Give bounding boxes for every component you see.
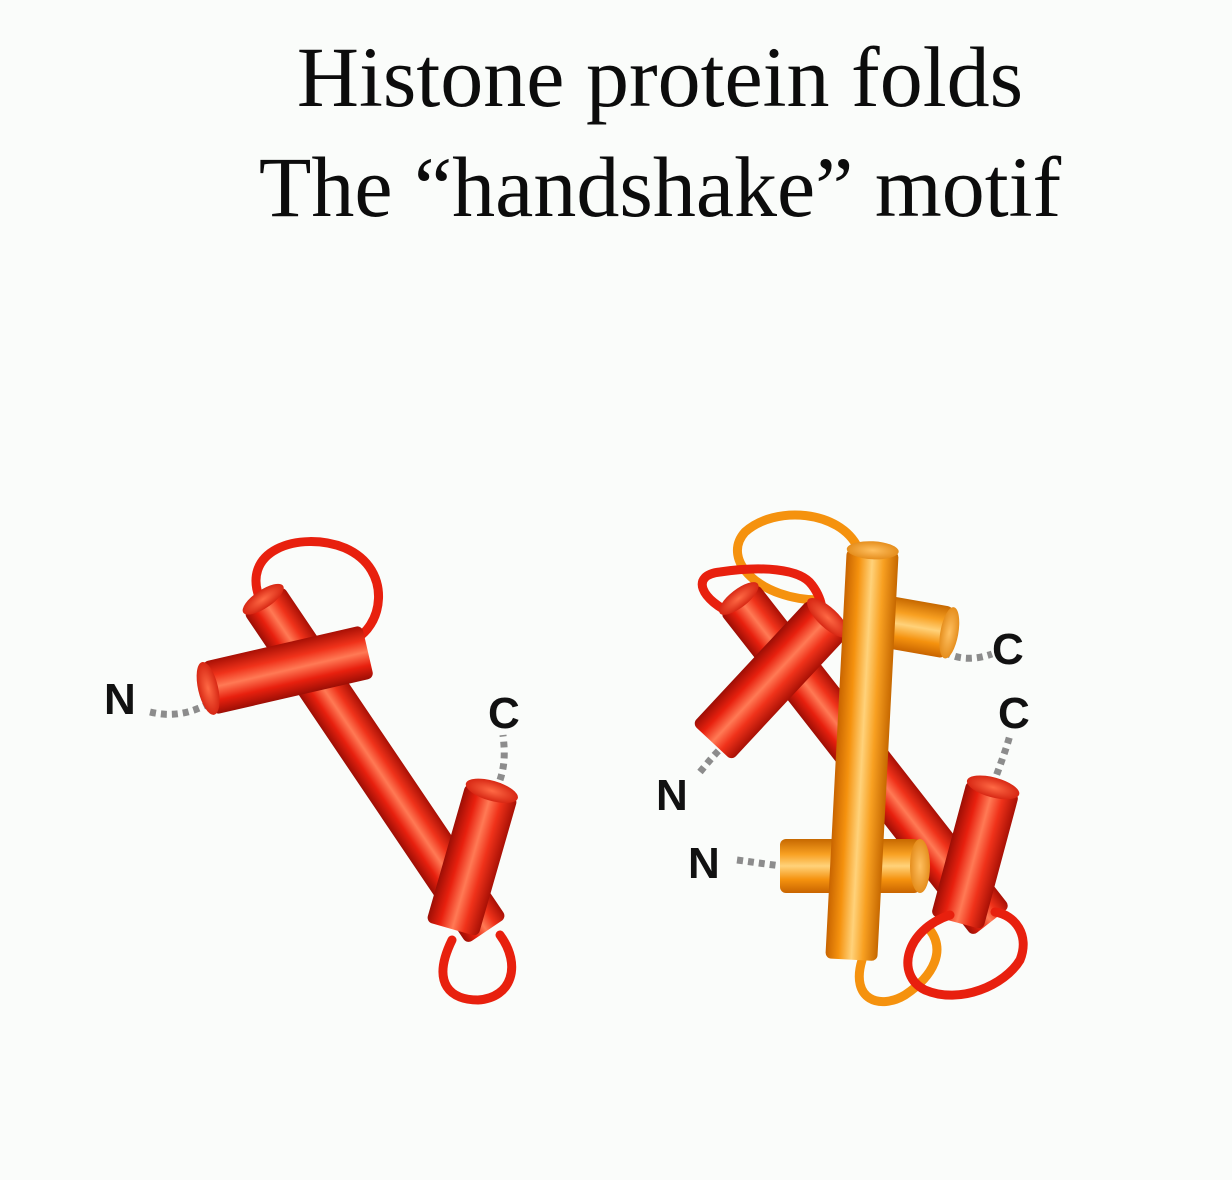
dimer-n-label-orange: N	[688, 839, 720, 888]
dimer-c-label-red: C	[998, 689, 1030, 738]
dimer-n-label-red: N	[656, 771, 688, 820]
monomer-c-label: C	[488, 689, 520, 738]
dimer-orange-bottom-loop	[854, 925, 942, 1007]
title-line-1: Histone protein folds	[296, 29, 1024, 125]
monomer-helix-alpha3	[427, 778, 518, 936]
dimer-c-tail-orange	[943, 648, 994, 662]
dimer-red-bottom-loop	[903, 907, 1028, 1000]
monomer-helix-alpha1	[196, 626, 373, 715]
monomer-c-tail	[496, 734, 508, 782]
monomer-fold: N C	[104, 537, 520, 1005]
dimer-n-tail-orange	[736, 856, 783, 870]
monomer-n-label: N	[104, 675, 136, 724]
dimer-red-helix-alpha1	[694, 598, 849, 759]
dimer-n-tail-red	[697, 737, 733, 775]
title-line-2: The “handshake” motif	[258, 139, 1062, 235]
dimer-orange-top-loop	[733, 510, 863, 605]
dimer-c-label-orange: C	[992, 625, 1024, 674]
monomer-bottom-loop	[438, 930, 517, 1005]
dimer-red-helix-alpha3	[932, 775, 1020, 929]
slide-title: Histone protein folds The “handshake” mo…	[0, 22, 1232, 242]
monomer-n-tail	[149, 696, 217, 718]
dimer-fold: C C N N	[656, 510, 1030, 1007]
dimer-c-tail-red	[989, 734, 1014, 787]
dimer-orange-helix-long	[825, 541, 899, 961]
monomer-top-loop	[251, 537, 383, 645]
